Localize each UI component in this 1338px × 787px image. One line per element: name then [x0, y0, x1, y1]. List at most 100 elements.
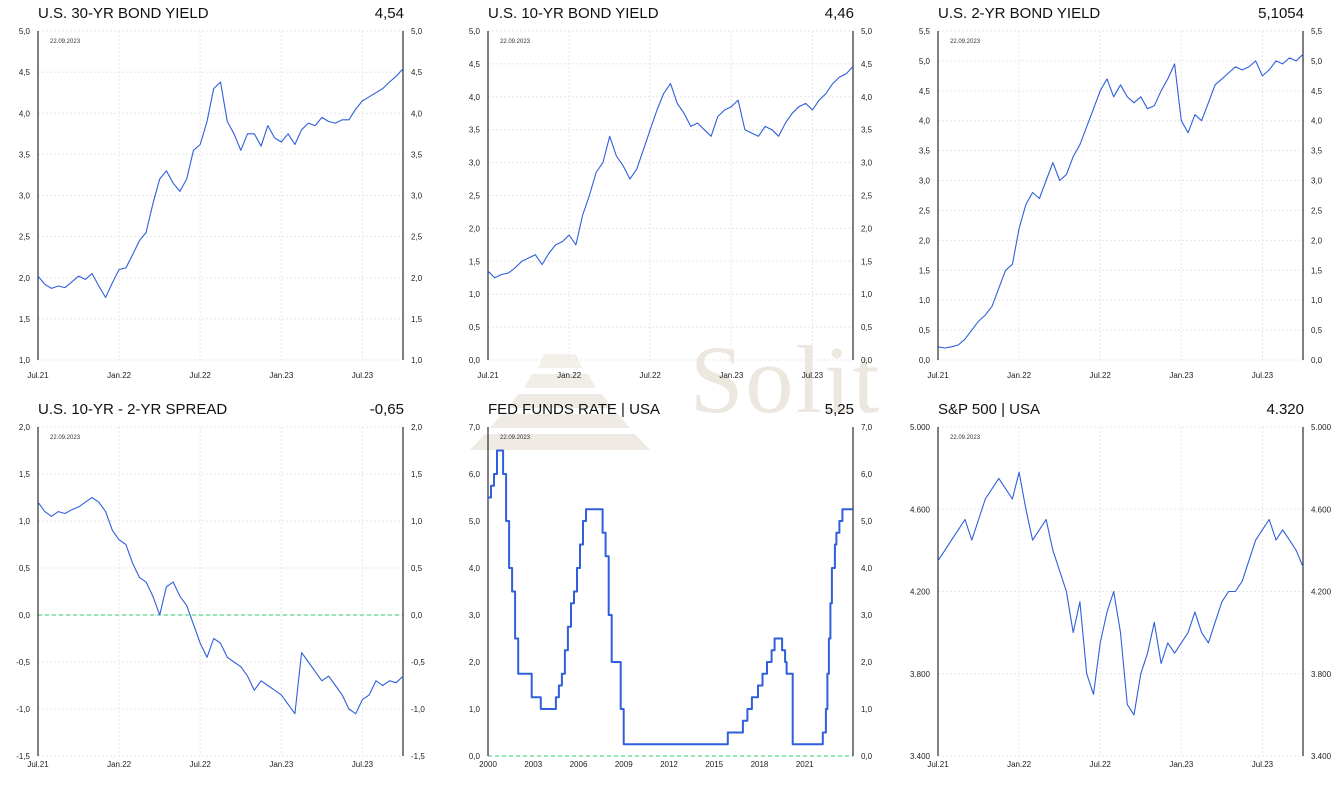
chart-title: U.S. 30-YR BOND YIELD	[38, 5, 209, 22]
chart-last-value: 4,46	[824, 5, 854, 22]
y-tick-label-right: 4,0	[861, 564, 873, 573]
chart-last-value: 4.320	[1266, 401, 1304, 418]
x-tick-label: Jul.23	[352, 760, 374, 769]
y-tick-label-right: 1,5	[411, 470, 423, 479]
x-tick-label: Jan.23	[269, 760, 294, 769]
y-tick-label-right: 2,0	[411, 423, 423, 432]
y-tick-label-left: 1,0	[469, 705, 481, 714]
chart-title: FED FUNDS RATE | USA	[488, 401, 660, 418]
y-tick-label-right: 2,0	[1311, 236, 1323, 245]
y-tick-label-left: 0,5	[919, 326, 931, 335]
y-tick-label-right: 7,0	[861, 423, 873, 432]
y-tick-label-right: 2,0	[861, 224, 873, 233]
y-tick-label-right: 5,0	[411, 27, 423, 36]
y-tick-label-right: 4.600	[1311, 505, 1332, 514]
x-tick-label: Jul.22	[1090, 371, 1112, 380]
y-tick-label-right: 4,5	[411, 68, 423, 77]
y-tick-label-right: 3.800	[1311, 670, 1332, 679]
y-tick-label-left: 4.200	[910, 588, 931, 597]
y-tick-label-left: 5,0	[469, 517, 481, 526]
y-tick-label-right: 4.200	[1311, 588, 1332, 597]
y-tick-label-left: 3.800	[910, 670, 931, 679]
chart-title: U.S. 2-YR BOND YIELD	[938, 5, 1101, 22]
x-tick-label: Jul.23	[1252, 760, 1274, 769]
chart-spread-panel: U.S. 10-YR - 2-YR SPREAD -0,65 -1,5 -1,5-…	[0, 394, 446, 787]
y-tick-label-right: 0,5	[411, 564, 423, 573]
y-tick-label-right: 3,5	[411, 150, 423, 159]
chart-title: U.S. 10-YR - 2-YR SPREAD	[38, 401, 228, 418]
chart-spread-svg: -1,5 -1,5 -1,0 -1,0 -0,5 -0,5 0,0 0,0 0,5 0,5 1,0 1…	[16, 423, 425, 769]
y-tick-label-right: 0,0	[1311, 356, 1323, 365]
series-line	[937, 53, 1304, 349]
x-tick-label: Jul.21	[477, 371, 499, 380]
y-tick-label-left: 5,0	[19, 27, 31, 36]
y-tick-label-left: 5,5	[919, 27, 931, 36]
y-tick-label-left: 0,0	[919, 356, 931, 365]
y-tick-label-right: 0,0	[411, 611, 423, 620]
x-tick-label: Jan.23	[1169, 760, 1194, 769]
series-line	[37, 496, 404, 715]
x-tick-label: Jul.22	[640, 371, 662, 380]
y-tick-label-right: 1,0	[861, 705, 873, 714]
y-tick-label-left: 4,0	[469, 564, 481, 573]
x-tick-label: Jan.22	[557, 371, 582, 380]
chart-sp500-svg: 3.400 3.400 3.800 3.800 4.200 4.200 4.600 4.600…	[910, 423, 1332, 769]
y-tick-label-left: 7,0	[469, 423, 481, 432]
y-tick-label-right: 1,0	[411, 356, 423, 365]
chart-title: U.S. 10-YR BOND YIELD	[488, 5, 659, 22]
chart-us2-svg: 0,0 0,0 0,5 0,5 1,0 1,0 1,5 1,5 2,0 2,0 2,5 2,5 3,0 3…	[919, 27, 1323, 380]
y-tick-label-left: 1,5	[19, 315, 31, 324]
y-tick-label-right: 2,5	[1311, 206, 1323, 215]
y-tick-label-left: 1,5	[469, 257, 481, 266]
y-tick-label-left: 5,0	[919, 57, 931, 66]
series-line	[937, 471, 1304, 716]
y-tick-label-left: 4,5	[919, 87, 931, 96]
y-tick-label-right: 5,0	[861, 517, 873, 526]
series-line	[37, 68, 404, 299]
y-tick-label-left: 2,0	[469, 658, 481, 667]
chart-us2-panel: U.S. 2-YR BOND YIELD 5,1054 0,0 0,0 0,5 0,5…	[900, 0, 1338, 393]
y-tick-label-right: 1,5	[861, 257, 873, 266]
y-tick-label-right: 6,0	[861, 470, 873, 479]
y-tick-label-left: 2,0	[469, 224, 481, 233]
chart-last-value: 5,25	[824, 401, 854, 418]
y-tick-label-left: 3,5	[19, 150, 31, 159]
x-tick-label: Jan.23	[269, 371, 294, 380]
date-label: 22.09.2023	[950, 435, 981, 441]
chart-sp500-panel: S&P 500 | USA 4.320 3.400 3.400 3.800 3.800…	[900, 394, 1338, 787]
y-tick-label-right: 3,0	[1311, 177, 1323, 186]
y-tick-label-right: 1,5	[1311, 266, 1323, 275]
chart-fed-svg: 0,0 0,0 1,0 1,0 2,0 2,0 3,0 3,0 4,0 4,0 5,0 5,0 6,0 6…	[469, 423, 873, 769]
x-tick-label: 2009	[615, 760, 633, 769]
x-tick-label: Jul.21	[27, 371, 49, 380]
series-line	[487, 66, 854, 279]
y-tick-label-left: 5.000	[910, 423, 931, 432]
x-tick-label: 2018	[751, 760, 769, 769]
y-tick-label-left: 4,0	[919, 117, 931, 126]
y-tick-label-left: 1,0	[19, 356, 31, 365]
y-tick-label-left: 2,5	[919, 206, 931, 215]
x-tick-label: Jul.21	[27, 760, 49, 769]
y-tick-label-left: 0,0	[469, 752, 481, 761]
y-tick-label-right: 5,0	[861, 27, 873, 36]
y-tick-label-right: 0,0	[861, 752, 873, 761]
x-tick-label: Jan.22	[1007, 371, 1032, 380]
y-tick-label-left: 1,0	[19, 517, 31, 526]
x-tick-label: Jul.23	[352, 371, 374, 380]
y-tick-label-right: 2,5	[861, 192, 873, 201]
y-tick-label-right: -0,5	[411, 658, 425, 667]
y-tick-label-left: 3,5	[919, 147, 931, 156]
y-tick-label-left: 3.400	[910, 752, 931, 761]
x-tick-label: Jan.22	[107, 760, 132, 769]
x-tick-label: Jan.22	[107, 371, 132, 380]
chart-last-value: 4,54	[374, 5, 404, 22]
y-tick-label-left: 5,0	[469, 27, 481, 36]
y-tick-label-right: 3.400	[1311, 752, 1332, 761]
chart-us10-svg: 0,0 0,0 0,5 0,5 1,0 1,0 1,5 1,5 2,0 2,0 2,5 2,5 3,0 3…	[469, 27, 873, 380]
y-tick-label-right: 5.000	[1311, 423, 1332, 432]
y-tick-label-left: 4,5	[469, 60, 481, 69]
y-tick-label-left: -1,0	[16, 705, 30, 714]
y-tick-label-left: 3,5	[469, 126, 481, 135]
y-tick-label-left: 4,5	[19, 68, 31, 77]
y-tick-label-right: 4,5	[1311, 87, 1323, 96]
